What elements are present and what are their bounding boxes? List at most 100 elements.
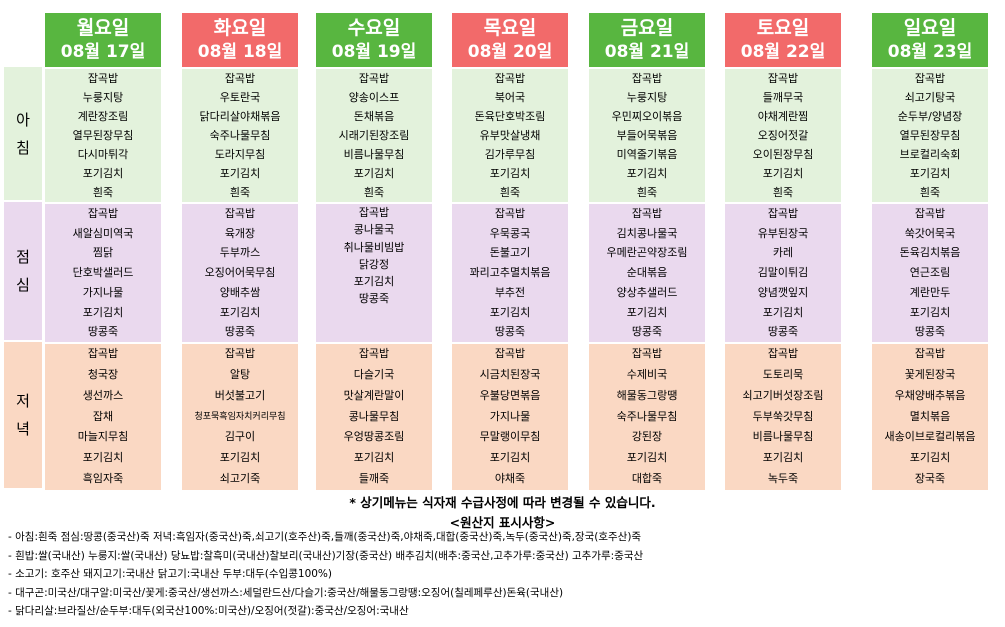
breakfast-menu-item: 시래기된장조림 (338, 129, 410, 142)
breakfast-menu-item: 돈육단호박조림 (474, 110, 546, 123)
lunch-menu-item: 카레 (772, 246, 794, 260)
dinner-menu-item: 마늘지무침 (77, 430, 129, 444)
dinner-cell: 잡곡밥 꽃게된장국 우채양배추볶음 멸치볶음 새송이브로컬리볶음 포기김치 장국죽 (872, 344, 988, 490)
day-date: 08월 21일 (604, 42, 690, 62)
day-header: 화요일 08월 18일 (182, 13, 298, 67)
lunch-menu-item: 찜닭 (92, 246, 114, 260)
dinner-menu-item: 들깨죽 (358, 472, 390, 486)
breakfast-menu-item: 순두부/양념장 (897, 110, 963, 123)
dinner-menu-item: 장국죽 (914, 472, 946, 486)
day-name: 토요일 (756, 17, 810, 39)
origin-list: - 아침:흰죽 점심:땅콩(중국산)죽 저녁:흑임자(중국산)죽,쇠고기(호주산… (8, 528, 643, 621)
breakfast-menu-item: 잡곡밥 (914, 72, 946, 85)
day-column: 토요일 08월 22일 잡곡밥 들깨무국 야채계란찜 오징어젓갈 오이된장무침 포기김치 흰죽 잡… (725, 13, 841, 490)
day-date: 08월 22일 (740, 42, 826, 62)
origin-line-seafood: - 대구곤:미국산/대구알:미국산/꽃게:중국산/생선까스:세덜란드산/다슬기:… (8, 586, 564, 599)
lunch-menu-item: 양배추쌈 (219, 285, 261, 299)
breakfast-cell: 잡곡밥 양송이스프 돈채볶음 시래기된장조림 비름나물무침 포기김치 흰죽 (316, 69, 432, 202)
dinner-menu-item: 잡곡밥 (224, 347, 256, 360)
dinner-cell: 잡곡밥 수제비국 해물동그랑땡 숙주나물무침 강된장 포기김치 대합죽 (589, 344, 705, 490)
breakfast-menu-item: 포기김치 (489, 167, 531, 180)
dinner-menu-item: 수제비국 (626, 367, 668, 381)
day-date: 08월 20일 (467, 42, 553, 62)
dinner-menu-item: 강된장 (631, 430, 663, 444)
dinner-menu-item: 생선까스 (82, 388, 124, 402)
lunch-menu-item: 우묵콩국 (489, 226, 531, 240)
day-column: 화요일 08월 18일 잡곡밥 우토란국 닭다리살야채볶음 숙주나물무침 도라지무침 포기김치… (182, 13, 298, 490)
breakfast-cell: 잡곡밥 쇠고기탕국 순두부/양념장 열무된장무침 브로컬리숙회 포기김치 흰죽 (872, 69, 988, 202)
lunch-menu-item: 잡곡밥 (494, 207, 526, 220)
lunch-menu-item: 연근조림 (909, 266, 951, 280)
day-column: 금요일 08월 21일 잡곡밥 누룽지탕 우민찌오이볶음 부들어묵볶음 미역줄기볶음 포기김치… (589, 13, 705, 490)
lunch-menu-item: 가지나물 (82, 285, 124, 299)
lunch-menu-item: 새알심미역국 (72, 226, 134, 240)
breakfast-menu-item: 닭다리살야채볶음 (199, 110, 281, 123)
breakfast-menu-item: 흰죽 (92, 186, 114, 199)
breakfast-menu-item: 우민찌오이볶음 (611, 110, 683, 123)
dinner-menu-item: 콩나물무침 (348, 409, 400, 423)
breakfast-menu-item: 김가루무침 (484, 148, 536, 161)
lunch-menu-item: 우메란곤약장조림 (606, 246, 688, 260)
lunch-menu-item: 돈육김치볶음 (899, 246, 961, 260)
dinner-cell: 잡곡밥 도토리묵 쇠고기버섯장조림 두부쑥갓무침 비름나물무침 포기김치 녹두죽 (725, 344, 841, 490)
dinner-menu-item: 알탕 (229, 367, 251, 381)
lunch-menu-item: 포기김치 (353, 275, 395, 288)
breakfast-menu-item: 흰죽 (772, 186, 794, 199)
lunch-menu-item: 잡곡밥 (224, 207, 256, 220)
breakfast-label-block: 아 침 (4, 67, 42, 200)
dinner-menu-item: 포기김치 (762, 451, 804, 465)
dinner-menu-item: 비름나물무침 (752, 430, 814, 444)
dinner-menu-item: 포기김치 (219, 451, 261, 465)
lunch-menu-item: 포기김치 (762, 305, 804, 319)
day-date: 08월 18일 (197, 42, 283, 62)
change-notice: * 상기메뉴는 식자재 수급사정에 따라 변경될 수 있습니다. (349, 495, 656, 510)
lunch-menu-item: 잡곡밥 (358, 206, 390, 219)
breakfast-menu-item: 비름나물무침 (343, 148, 405, 161)
breakfast-menu-item: 포기김치 (626, 167, 668, 180)
breakfast-menu-item: 흰죽 (636, 186, 658, 199)
day-name: 화요일 (213, 17, 267, 39)
dinner-menu-item: 포기김치 (353, 451, 395, 465)
dinner-menu-item: 포기김치 (82, 451, 124, 465)
lunch-menu-item: 땅콩죽 (224, 325, 256, 339)
day-name: 월요일 (76, 17, 130, 39)
day-date: 08월 19일 (331, 42, 417, 62)
lunch-menu-item: 계란만두 (909, 285, 951, 299)
breakfast-menu-item: 오징어젓갈 (757, 129, 809, 142)
dinner-menu-item: 새송이브로컬리볶음 (884, 430, 976, 444)
dinner-menu-item: 잡곡밥 (767, 347, 799, 360)
breakfast-menu-item: 유부맛살냉채 (479, 129, 541, 142)
origin-title: <원산지 표시사항> (449, 515, 556, 530)
breakfast-cell: 잡곡밥 누룽지탕 우민찌오이볶음 부들어묵볶음 미역줄기볶음 포기김치 흰죽 (589, 69, 705, 202)
lunch-menu-item: 양상추샐러드 (616, 285, 678, 299)
dinner-menu-item: 무말랭이무침 (479, 430, 541, 444)
dinner-cell: 잡곡밥 시금치된장국 우불당면볶음 가지나물 무말랭이무침 포기김치 야채죽 (452, 344, 568, 490)
breakfast-menu-item: 쇠고기탕국 (904, 91, 956, 104)
lunch-menu-item: 김치콩나물국 (616, 226, 678, 240)
lunch-menu-item: 포기김치 (626, 305, 668, 319)
dinner-menu-item: 청포묵흑임자치커리무침 (194, 411, 286, 422)
dinner-menu-item: 멸치볶음 (909, 409, 951, 423)
breakfast-menu-item: 야채계란찜 (757, 110, 809, 123)
day-header: 금요일 08월 21일 (589, 13, 705, 67)
dinner-menu-item: 우엉땅콩조림 (343, 430, 405, 444)
day-header: 목요일 08월 20일 (452, 13, 568, 67)
dinner-label-char-2: 녁 (16, 420, 30, 438)
lunch-cell: 잡곡밥 콩나물국 취나물비빔밥 닭강정 포기김치 땅콩죽 (316, 204, 432, 342)
breakfast-label-char-1: 아 (16, 110, 30, 129)
day-date: 08월 17일 (60, 42, 146, 62)
lunch-menu-item: 김말이튀김 (757, 266, 809, 280)
day-header: 일요일 08월 23일 (872, 13, 988, 67)
breakfast-menu-item: 들깨무국 (762, 91, 804, 104)
dinner-cell: 잡곡밥 알탕 버섯불고기 청포묵흑임자치커리무침 김구이 포기김치 쇠고기죽 (182, 344, 298, 490)
breakfast-menu-item: 잡곡밥 (87, 72, 119, 85)
breakfast-menu-item: 숙주나물무침 (209, 129, 271, 142)
lunch-menu-item: 닭강정 (358, 257, 390, 271)
day-column: 목요일 08월 20일 잡곡밥 북어국 돈육단호박조림 유부맛살냉채 김가루무침 포기김치 흰죽… (452, 13, 568, 490)
origin-line-misc: - 닭다리살:브라질산/순두부:대두(외국산100%:미국산)/오징어(젓갈):… (8, 605, 409, 617)
breakfast-menu-item: 잡곡밥 (224, 72, 256, 85)
breakfast-menu-item: 포기김치 (82, 167, 124, 180)
breakfast-menu-item: 잡곡밥 (767, 72, 799, 85)
dinner-menu-item: 야채죽 (494, 472, 526, 486)
day-header: 토요일 08월 22일 (725, 13, 841, 67)
